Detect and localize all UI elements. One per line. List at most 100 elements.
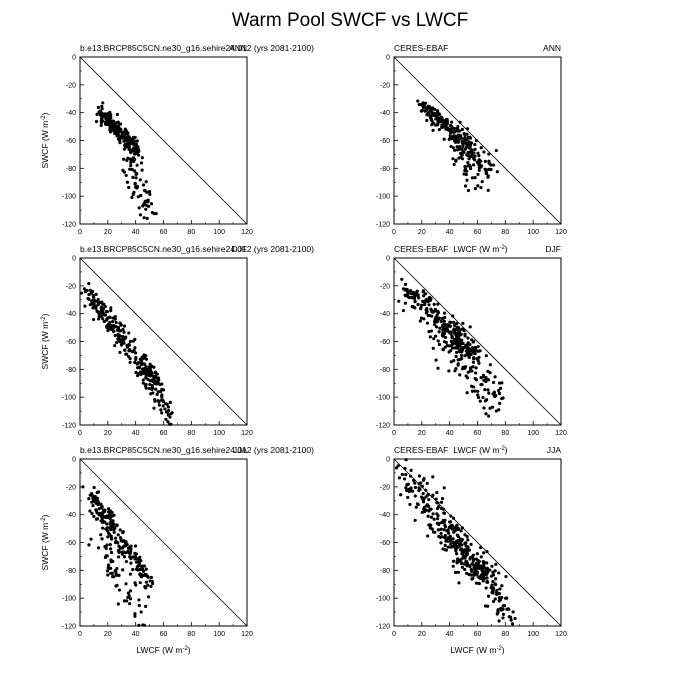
- data-point: [472, 573, 476, 577]
- data-point: [111, 319, 115, 324]
- data-point: [92, 485, 96, 490]
- data-point: [435, 313, 439, 317]
- data-point: [132, 169, 136, 173]
- data-point: [422, 317, 426, 321]
- data-point: [446, 539, 450, 543]
- data-point: [444, 127, 448, 131]
- data-point: [460, 350, 464, 354]
- data-point: [116, 533, 120, 537]
- data-point: [100, 300, 104, 304]
- data-point: [436, 366, 440, 370]
- data-point: [118, 536, 123, 540]
- data-point: [118, 138, 122, 142]
- data-point: [99, 123, 103, 127]
- data-point: [146, 595, 151, 599]
- data-point: [168, 400, 172, 404]
- data-point: [102, 509, 107, 514]
- data-point: [447, 369, 451, 373]
- panel-right-label: ANN: [543, 43, 561, 53]
- data-point: [148, 362, 152, 366]
- data-point: [425, 118, 429, 122]
- data-point: [125, 599, 129, 603]
- data-point: [450, 334, 454, 338]
- data-point: [117, 122, 121, 126]
- data-point: [114, 584, 118, 588]
- data-point: [132, 190, 136, 194]
- data-point: [418, 306, 423, 311]
- data-point: [90, 500, 94, 504]
- data-point: [479, 185, 483, 190]
- data-point: [403, 466, 407, 471]
- data-point: [441, 334, 445, 338]
- data-point: [428, 108, 433, 113]
- data-point: [456, 140, 460, 144]
- data-point: [139, 363, 143, 367]
- data-point: [504, 574, 508, 579]
- data-point: [414, 505, 418, 509]
- reference-line: [79, 56, 248, 225]
- data-point: [140, 565, 144, 569]
- data-point: [120, 131, 125, 135]
- data-point: [465, 391, 469, 395]
- data-point: [454, 159, 458, 163]
- data-point: [127, 551, 131, 555]
- data-point: [488, 406, 492, 410]
- data-point: [155, 392, 159, 397]
- data-point: [136, 361, 140, 365]
- data-point: [131, 135, 136, 140]
- y-tick-label: -20: [380, 283, 390, 290]
- data-point: [421, 294, 426, 298]
- scatter-panel-2: 0 20 40 60 80 100 120 0 -20 -40 -60 -80 -100 -120 b.e1…: [40, 244, 314, 437]
- data-point: [426, 492, 431, 497]
- data-point: [413, 299, 417, 303]
- x-tick-label: 120: [241, 631, 253, 638]
- data-point: [442, 340, 447, 344]
- data-point: [484, 171, 489, 176]
- data-point: [116, 602, 120, 606]
- data-point: [121, 568, 125, 572]
- data-point: [473, 389, 477, 393]
- data-point: [143, 585, 147, 589]
- data-point: [138, 213, 142, 217]
- data-point: [443, 523, 447, 527]
- data-point: [407, 489, 411, 494]
- data-point: [429, 307, 433, 311]
- y-tick-label: -120: [376, 423, 390, 430]
- data-point: [147, 365, 152, 369]
- data-point: [477, 361, 481, 365]
- data-point: [466, 150, 470, 154]
- data-point: [484, 354, 488, 358]
- data-point: [106, 573, 110, 577]
- data-point: [439, 500, 444, 504]
- data-point: [420, 484, 424, 488]
- data-point: [150, 210, 155, 215]
- data-point: [459, 561, 464, 566]
- data-point: [477, 355, 481, 359]
- data-point: [466, 538, 470, 542]
- x-tick-label: 40: [132, 631, 140, 638]
- data-point: [128, 167, 132, 171]
- data-point: [451, 342, 455, 346]
- data-point: [456, 124, 460, 129]
- data-point: [138, 581, 142, 585]
- data-point: [453, 369, 457, 373]
- data-point: [443, 543, 447, 547]
- data-point: [129, 556, 133, 561]
- data-point: [145, 190, 149, 194]
- data-point: [417, 474, 422, 478]
- data-point: [134, 176, 138, 180]
- x-tick-label: 20: [418, 229, 426, 236]
- data-point: [107, 532, 112, 536]
- data-point: [428, 105, 432, 109]
- data-point: [442, 311, 447, 315]
- data-point: [101, 101, 105, 105]
- data-point: [476, 151, 480, 155]
- data-point: [435, 490, 439, 495]
- data-point: [480, 567, 484, 571]
- data-point: [124, 551, 128, 555]
- panel-right-label: DJF: [231, 244, 247, 254]
- data-point: [105, 309, 110, 314]
- data-point: [128, 597, 133, 601]
- data-point: [94, 304, 98, 308]
- data-point: [458, 120, 462, 124]
